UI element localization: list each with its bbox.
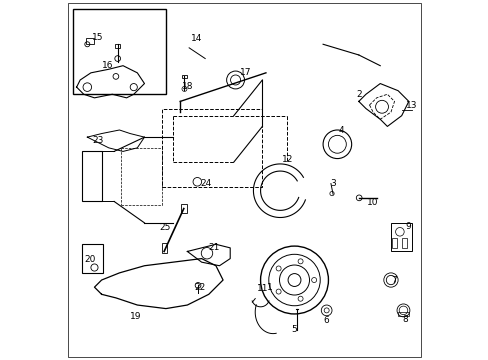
Text: 25: 25 <box>159 222 170 231</box>
Text: 19: 19 <box>129 312 141 321</box>
Text: 4: 4 <box>337 126 343 135</box>
Text: 17: 17 <box>239 68 250 77</box>
Bar <box>182 75 186 78</box>
Bar <box>401 238 406 248</box>
Text: 5: 5 <box>291 325 297 334</box>
Bar <box>162 243 167 253</box>
Bar <box>162 109 262 187</box>
Text: 10: 10 <box>366 198 378 207</box>
Text: 9: 9 <box>405 222 410 231</box>
Bar <box>390 223 411 251</box>
Text: 14: 14 <box>190 35 202 44</box>
Bar <box>115 44 120 48</box>
Bar <box>391 238 397 248</box>
Bar <box>85 38 94 44</box>
Bar <box>181 204 186 213</box>
Text: 21: 21 <box>208 243 220 252</box>
Text: 2: 2 <box>355 90 361 99</box>
Text: 7: 7 <box>391 276 397 285</box>
Text: 6: 6 <box>323 315 329 324</box>
Text: 13: 13 <box>405 101 417 110</box>
Text: 1: 1 <box>267 283 272 292</box>
Text: 20: 20 <box>84 255 95 264</box>
Text: 16: 16 <box>102 61 114 70</box>
Text: 18: 18 <box>181 82 193 91</box>
Text: 23: 23 <box>92 136 103 145</box>
Bar <box>82 244 103 273</box>
Text: 3: 3 <box>329 179 335 188</box>
Bar <box>397 312 408 316</box>
Text: 12: 12 <box>282 155 293 164</box>
Bar <box>82 152 102 202</box>
Text: 22: 22 <box>194 283 205 292</box>
Text: 11: 11 <box>256 284 267 293</box>
Text: 15: 15 <box>91 33 103 42</box>
Text: 24: 24 <box>200 179 211 188</box>
Bar <box>73 9 165 94</box>
Text: 8: 8 <box>402 315 407 324</box>
